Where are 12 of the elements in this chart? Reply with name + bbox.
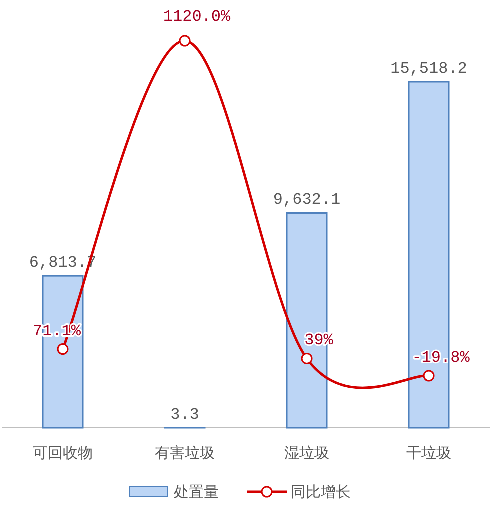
data-label: 9,632.1	[273, 191, 341, 210]
data-label: -19.8%	[412, 349, 470, 367]
legend-label: 同比增长	[291, 483, 351, 501]
data-label: 15,518.2	[390, 60, 468, 78]
x-tick-label: 湿垃圾	[284, 444, 330, 462]
x-tick-label: 有害垃圾	[155, 444, 215, 462]
x-tick-label: 可回收物	[33, 444, 93, 462]
x-tick-label: 干垃圾	[406, 444, 452, 462]
legend-label: 处置量	[174, 483, 219, 501]
data-label: 3.3	[170, 406, 200, 424]
data-label: 1120.0%	[163, 8, 231, 26]
data-label: 39%	[304, 332, 334, 350]
